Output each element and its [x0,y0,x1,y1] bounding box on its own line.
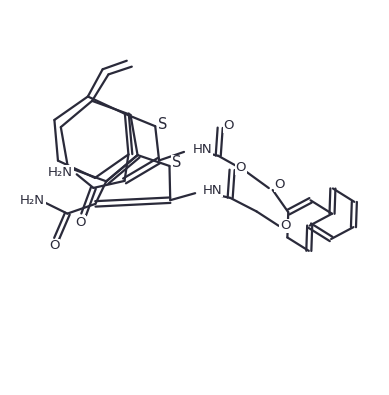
Text: O: O [275,179,285,192]
Text: S: S [172,155,181,170]
Text: O: O [280,219,291,232]
Text: S: S [158,117,168,132]
Text: O: O [235,162,246,175]
Text: H₂N: H₂N [48,166,73,179]
Text: H₂N: H₂N [20,194,45,207]
Text: HN: HN [193,143,212,156]
Text: O: O [75,216,86,229]
Text: O: O [49,239,60,252]
Text: HN: HN [203,184,223,197]
Text: O: O [224,119,234,132]
